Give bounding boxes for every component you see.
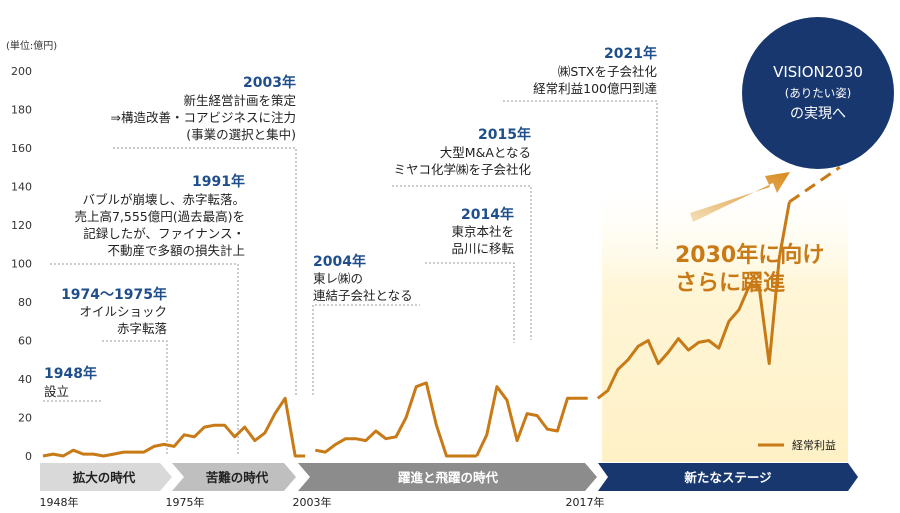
era-hardship <box>172 463 296 491</box>
era-growth <box>298 463 597 491</box>
y-tick-label: 100 <box>11 258 32 271</box>
new-stage-highlight <box>602 190 848 462</box>
callout-line-2: さらに躍進 <box>675 271 785 296</box>
growth-arrow <box>690 172 790 222</box>
milestone-2003: 2003年 新生経営計画を策定 ⇒構造改善・コアビジネスに注力 (事業の選択と集… <box>111 74 296 142</box>
svg-text:品川に移転: 品川に移転 <box>451 241 514 256</box>
vision-title: VISION2030 <box>773 63 863 81</box>
vision-circle <box>742 17 894 169</box>
svg-text:1974～1975年: 1974～1975年 <box>61 286 167 303</box>
y-tick-label: 160 <box>11 142 32 155</box>
unit-label: (単位:億円) <box>6 39 57 52</box>
series-line-segment <box>42 396 306 458</box>
y-tick-label: 120 <box>11 219 32 232</box>
svg-text:1991年: 1991年 <box>192 173 245 190</box>
svg-text:2015年: 2015年 <box>478 126 531 143</box>
milestone-1948: 1948年 設立 <box>44 365 97 399</box>
svg-text:(事業の選択と集中): (事業の選択と集中) <box>186 127 296 142</box>
svg-text:新生経営計画を策定: 新生経営計画を策定 <box>183 93 296 108</box>
era-new-stage <box>598 463 858 491</box>
milestone-1974: 1974～1975年 オイルショック 赤字転落 <box>61 286 167 336</box>
svg-text:東京本社を: 東京本社を <box>451 224 514 239</box>
y-tick-label: 200 <box>11 65 32 78</box>
svg-text:1975年: 1975年 <box>166 495 205 509</box>
y-tick-label: 40 <box>18 373 32 386</box>
milestone-2015: 2015年 大型M&Aとなる ミヤコ化学㈱を子会社化 <box>393 126 531 177</box>
svg-text:連結子会社となる: 連結子会社となる <box>313 288 413 303</box>
era-label-hardship: 苦難の時代 <box>206 470 269 485</box>
svg-text:オイルショック: オイルショック <box>79 304 167 319</box>
milestone-leaders <box>43 100 658 455</box>
svg-text:不動産で多額の損失計上: 不動産で多額の損失計上 <box>107 243 245 258</box>
y-tick-label: 60 <box>18 335 32 348</box>
y-tick-label: 140 <box>11 181 32 194</box>
era-bar: 拡大の時代 苦難の時代 躍進と飛躍の時代 新たなステージ <box>40 463 858 491</box>
profit-line <box>42 166 841 458</box>
series-line-segment <box>315 381 477 458</box>
svg-text:経常利益100億円到達: 経常利益100億円到達 <box>533 81 657 96</box>
svg-text:2003年: 2003年 <box>293 495 332 509</box>
svg-text:経常利益: 経常利益 <box>792 438 836 452</box>
svg-text:バブルが崩壊し、赤字転落。: バブルが崩壊し、赤字転落。 <box>82 192 245 207</box>
series-line-segment <box>475 385 588 457</box>
svg-text:1948年: 1948年 <box>40 495 79 509</box>
y-tick-label: 80 <box>18 296 32 309</box>
projection-line <box>788 166 841 204</box>
era-expansion <box>40 463 172 491</box>
svg-text:2003年: 2003年 <box>243 74 296 91</box>
milestone-1991: 1991年 バブルが崩壊し、赤字転落。 売上高7,555億円(過去最高)を 記録… <box>74 173 245 258</box>
svg-text:設立: 設立 <box>44 384 69 399</box>
svg-text:1948年: 1948年 <box>44 365 97 382</box>
svg-text:2017年: 2017年 <box>566 495 605 509</box>
y-tick-label: 180 <box>11 104 32 117</box>
svg-text:2004年: 2004年 <box>313 253 366 270</box>
x-axis-years: 1948年 1975年 2003年 2017年 <box>40 495 605 509</box>
y-tick-label: 0 <box>25 450 32 463</box>
svg-text:⇒構造改善・コアビジネスに注力: ⇒構造改善・コアビジネスに注力 <box>111 110 296 125</box>
legend: 経常利益 <box>758 438 836 452</box>
svg-text:大型M&Aとなる: 大型M&Aとなる <box>440 145 531 160</box>
vision-sub: (ありたい姿) <box>785 86 851 100</box>
era-label-new-stage: 新たなステージ <box>684 470 772 485</box>
milestone-2014: 2014年 東京本社を 品川に移転 <box>451 206 514 256</box>
callout-line-1: 2030年に向け <box>675 242 824 268</box>
y-tick-label: 20 <box>18 412 32 425</box>
svg-text:2014年: 2014年 <box>461 206 514 223</box>
svg-text:赤字転落: 赤字転落 <box>117 321 168 336</box>
svg-text:売上高7,555億円(過去最高)を: 売上高7,555億円(過去最高)を <box>74 209 245 224</box>
era-label-growth: 躍進と飛躍の時代 <box>398 470 499 485</box>
milestone-2021: 2021年 ㈱STXを子会社化 経常利益100億円到達 <box>533 45 657 96</box>
vision-tail: の実現へ <box>790 106 846 122</box>
milestone-2004: 2004年 東レ㈱の 連結子会社となる <box>313 253 413 303</box>
svg-text:㈱STXを子会社化: ㈱STXを子会社化 <box>558 64 658 79</box>
series-line-segment <box>596 201 791 400</box>
svg-text:東レ㈱の: 東レ㈱の <box>313 271 363 286</box>
era-label-expansion: 拡大の時代 <box>73 470 136 485</box>
svg-text:記録したが、ファイナンス・: 記録したが、ファイナンス・ <box>83 226 245 241</box>
svg-text:ミヤコ化学㈱を子会社化: ミヤコ化学㈱を子会社化 <box>393 162 531 177</box>
svg-text:2021年: 2021年 <box>604 45 657 62</box>
